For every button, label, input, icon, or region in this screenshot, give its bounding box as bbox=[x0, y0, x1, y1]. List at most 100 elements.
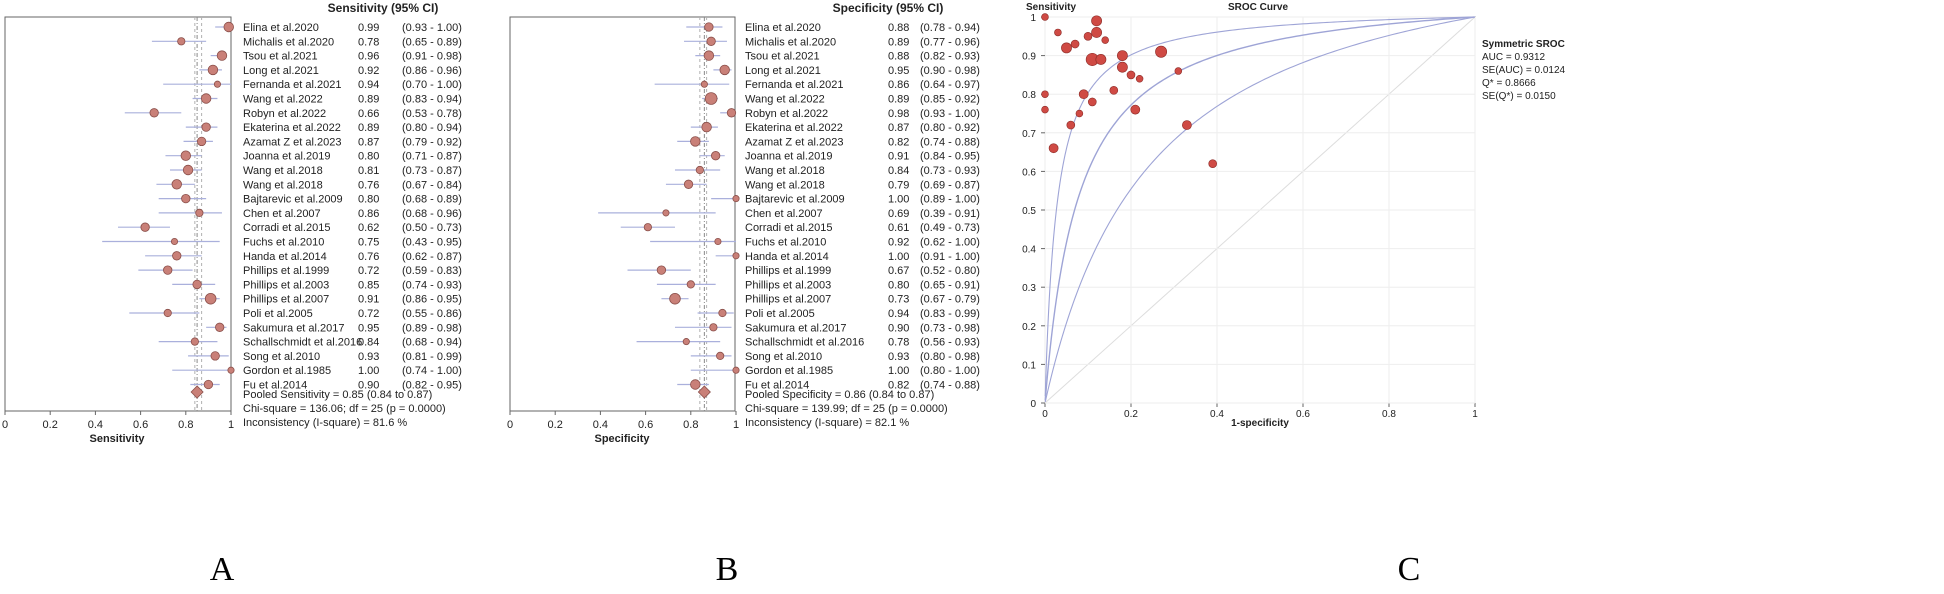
study-estimate-point bbox=[700, 80, 708, 88]
study-name: Corradi et al.2015 bbox=[745, 222, 832, 234]
study-name: Schallschmidt et al.2016 bbox=[745, 337, 864, 349]
study-ci: (0.64 - 0.97) bbox=[920, 79, 980, 91]
study-ci: (0.65 - 0.89) bbox=[402, 36, 462, 48]
study-name: Wang et al.2018 bbox=[243, 179, 323, 191]
study-ci: (0.83 - 0.99) bbox=[920, 308, 980, 320]
study-name: Michalis et al.2020 bbox=[243, 36, 334, 48]
forest-row: Fu et al.2014 0.82 (0.74 - 0.88) bbox=[677, 379, 980, 392]
study-ci: (0.83 - 0.94) bbox=[402, 94, 462, 106]
sroc-confidence-curve bbox=[1044, 16, 1475, 397]
forest-row: Long et al.2021 0.95 (0.90 - 0.98) bbox=[713, 64, 980, 77]
study-estimate-point bbox=[149, 108, 159, 118]
ytick-label: 0.9 bbox=[1022, 52, 1036, 63]
study-ci: (0.39 - 0.91) bbox=[920, 208, 980, 220]
study-estimate-point bbox=[714, 237, 722, 246]
study-name: Michalis et al.2020 bbox=[745, 36, 836, 48]
study-value: 0.95 bbox=[888, 65, 909, 77]
study-name: Schallschmidt et al.2016 bbox=[243, 337, 362, 349]
study-name: Handa et al.2014 bbox=[243, 251, 327, 263]
study-name: Handa et al.2014 bbox=[745, 251, 829, 263]
study-point bbox=[1095, 54, 1107, 65]
ytick-label: 1 bbox=[1030, 13, 1036, 24]
panel-letter-a: A bbox=[210, 551, 235, 588]
study-estimate-point bbox=[695, 165, 704, 175]
sroc-points bbox=[1041, 13, 1217, 168]
forest-row: Elina et al.2020 0.99 (0.93 - 1.00) bbox=[215, 21, 462, 34]
study-name: Joanna et al.2019 bbox=[243, 151, 330, 163]
forest-a-reference-lines bbox=[194, 17, 203, 411]
xtick-label: 0.8 bbox=[1382, 409, 1396, 420]
study-value: 0.72 bbox=[358, 265, 379, 277]
study-ci: (0.86 - 0.96) bbox=[402, 65, 462, 77]
study-name: Chen et al.2007 bbox=[745, 208, 823, 220]
study-value: 0.84 bbox=[358, 337, 379, 349]
xtick-label: 0.4 bbox=[1210, 409, 1224, 420]
study-ci: (0.80 - 1.00) bbox=[920, 365, 980, 377]
study-estimate-point bbox=[213, 80, 221, 88]
sroc-ylabel: Sensitivity bbox=[1026, 2, 1076, 13]
forest-row: Handa et al.2014 1.00 (0.91 - 1.00) bbox=[715, 251, 980, 263]
study-name: Azamat Z et al.2023 bbox=[243, 136, 341, 148]
study-estimate-point bbox=[223, 21, 234, 33]
study-name: Sakumura et al.2017 bbox=[745, 322, 847, 334]
study-ci: (0.85 - 0.92) bbox=[920, 94, 980, 106]
study-name: Elina et al.2020 bbox=[745, 22, 821, 34]
study-name: Long et al.2021 bbox=[243, 65, 319, 77]
study-value: 0.90 bbox=[888, 322, 909, 334]
forest-row: Handa et al.2014 0.76 (0.62 - 0.87) bbox=[145, 251, 462, 263]
study-name: Bajtarevic et al.2009 bbox=[243, 194, 343, 206]
study-name: Ekaterina et al.2022 bbox=[745, 122, 843, 134]
study-ci: (0.65 - 0.91) bbox=[920, 279, 980, 291]
study-value: 0.92 bbox=[358, 65, 379, 77]
study-ci: (0.74 - 0.88) bbox=[920, 380, 980, 392]
study-estimate-point bbox=[706, 36, 716, 46]
forest-row: Corradi et al.2015 0.61 (0.49 - 0.73) bbox=[620, 222, 980, 234]
study-value: 1.00 bbox=[888, 365, 909, 377]
study-name: Long et al.2021 bbox=[745, 65, 821, 77]
study-ci: (0.68 - 0.94) bbox=[402, 337, 462, 349]
study-ci: (0.89 - 0.98) bbox=[402, 322, 462, 334]
forest-row: Song et al.2010 0.93 (0.80 - 0.98) bbox=[690, 351, 980, 363]
study-estimate-point bbox=[701, 121, 712, 133]
forest-row: Robyn et al.2022 0.66 (0.53 - 0.78) bbox=[124, 108, 462, 120]
forest-row: Michalis et al.2020 0.78 (0.65 - 0.89) bbox=[151, 36, 462, 48]
study-ci: (0.69 - 0.87) bbox=[920, 179, 980, 191]
forest-a-summary-i2: Inconsistency (I-square) = 81.6 % bbox=[243, 417, 407, 429]
study-estimate-point bbox=[656, 265, 667, 275]
ytick-label: 0 bbox=[1030, 399, 1036, 410]
study-value: 0.76 bbox=[358, 251, 379, 263]
study-estimate-point bbox=[203, 379, 214, 390]
forest-row: Gordon et al.1985 1.00 (0.80 - 1.00) bbox=[690, 365, 980, 377]
study-estimate-point bbox=[216, 50, 228, 61]
study-name: Azamat Z et al.2023 bbox=[745, 136, 843, 148]
study-name: Phillips et al.2007 bbox=[745, 294, 831, 306]
study-estimate-point bbox=[180, 150, 192, 161]
study-point bbox=[1208, 159, 1217, 168]
study-estimate-point bbox=[172, 251, 182, 261]
study-estimate-point bbox=[182, 164, 194, 176]
study-name: Poli et al.2005 bbox=[745, 308, 815, 320]
study-value: 0.81 bbox=[358, 165, 379, 177]
study-point bbox=[1041, 105, 1049, 114]
forest-b-summary-i2: Inconsistency (I-square) = 82.1 % bbox=[745, 417, 909, 429]
forest-a-column-header: Sensitivity (95% CI) bbox=[328, 1, 439, 15]
forest-row: Chen et al.2007 0.86 (0.68 - 0.96) bbox=[158, 208, 462, 220]
study-ci: (0.43 - 0.95) bbox=[402, 237, 462, 249]
study-estimate-point bbox=[719, 64, 730, 76]
study-value: 0.75 bbox=[358, 237, 379, 249]
xtick-label: 1 bbox=[1472, 409, 1478, 420]
study-value: 0.88 bbox=[888, 51, 909, 63]
sroc-legend-se-auc: SE(AUC) = 0.0124 bbox=[1482, 65, 1566, 76]
study-point bbox=[1182, 120, 1192, 130]
forest-row: Elina et al.2020 0.88 (0.78 - 0.94) bbox=[686, 22, 980, 34]
forest-a-xticks: 0 0.2 0.4 0.6 0.8 1 bbox=[2, 411, 234, 431]
forest-row: Fu et al.2014 0.90 (0.82 - 0.95) bbox=[190, 380, 462, 392]
study-name: Fu et al.2014 bbox=[243, 380, 307, 392]
study-ci: (0.52 - 0.80) bbox=[920, 265, 980, 277]
forest-b-column-header: Specificity (95% CI) bbox=[833, 1, 944, 15]
study-value: 0.80 bbox=[358, 151, 379, 163]
study-estimate-point bbox=[682, 338, 690, 346]
study-estimate-point bbox=[190, 337, 199, 346]
study-estimate-point bbox=[662, 209, 670, 217]
study-estimate-point bbox=[195, 208, 204, 217]
